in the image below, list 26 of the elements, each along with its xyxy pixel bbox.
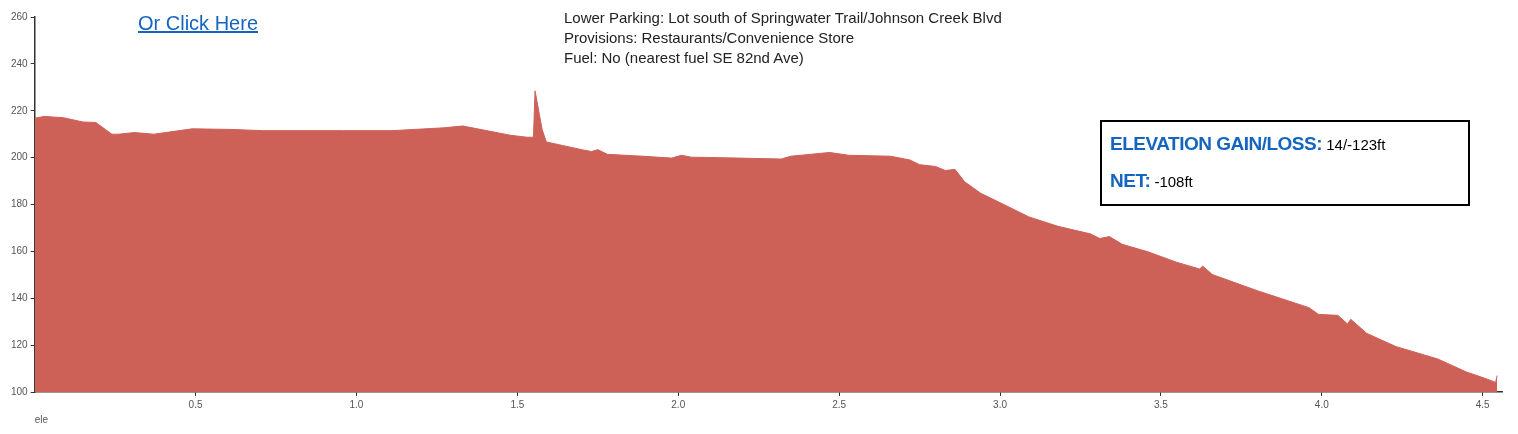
y-tick-label: 220 [11, 104, 29, 116]
x-axis-title: ele [34, 413, 49, 425]
x-tick-label: 3.5 [1153, 398, 1169, 410]
y-tick-label: 240 [11, 57, 29, 69]
annotation: NET: -108ft [1110, 170, 1193, 191]
note-box: ELEVATION GAIN/LOSS: 14/-123ft NET: -108ft [1100, 120, 1470, 206]
x-tick-label: 3.0 [993, 398, 1008, 410]
annotation: Lower Parking: Lot south of Springwater Trail/Johnson Creek Blvd [564, 8, 1002, 28]
y-tick-label: 260 [11, 10, 29, 22]
y-tick-label: 160 [11, 245, 29, 257]
x-tick-label: 0.5 [188, 398, 203, 410]
x-tick-label: 4.5 [1475, 398, 1491, 410]
y-tick-label: 100 [11, 385, 29, 397]
y-tick-label: 120 [11, 338, 29, 350]
x-tick-label: 1.0 [349, 398, 364, 410]
annotation: Fuel: No (nearest fuel SE 82nd Ave) [564, 48, 805, 68]
y-tick-label: 140 [11, 292, 29, 303]
x-tick-label: 2.0 [671, 398, 686, 410]
y-tick-label: 180 [11, 198, 29, 210]
annotation: Provisions: Restaurants/Convenience Store [564, 28, 856, 48]
y-tick-label: 200 [11, 151, 29, 163]
x-tick-label: 2.5 [832, 398, 847, 410]
annotation: Or Click Here [138, 12, 259, 35]
annotation: ELEVATION GAIN/LOSS: 14/-123ft [1110, 133, 1386, 154]
x-tick-label: 4.0 [1314, 398, 1330, 410]
x-tick-label: 1.5 [510, 398, 525, 410]
